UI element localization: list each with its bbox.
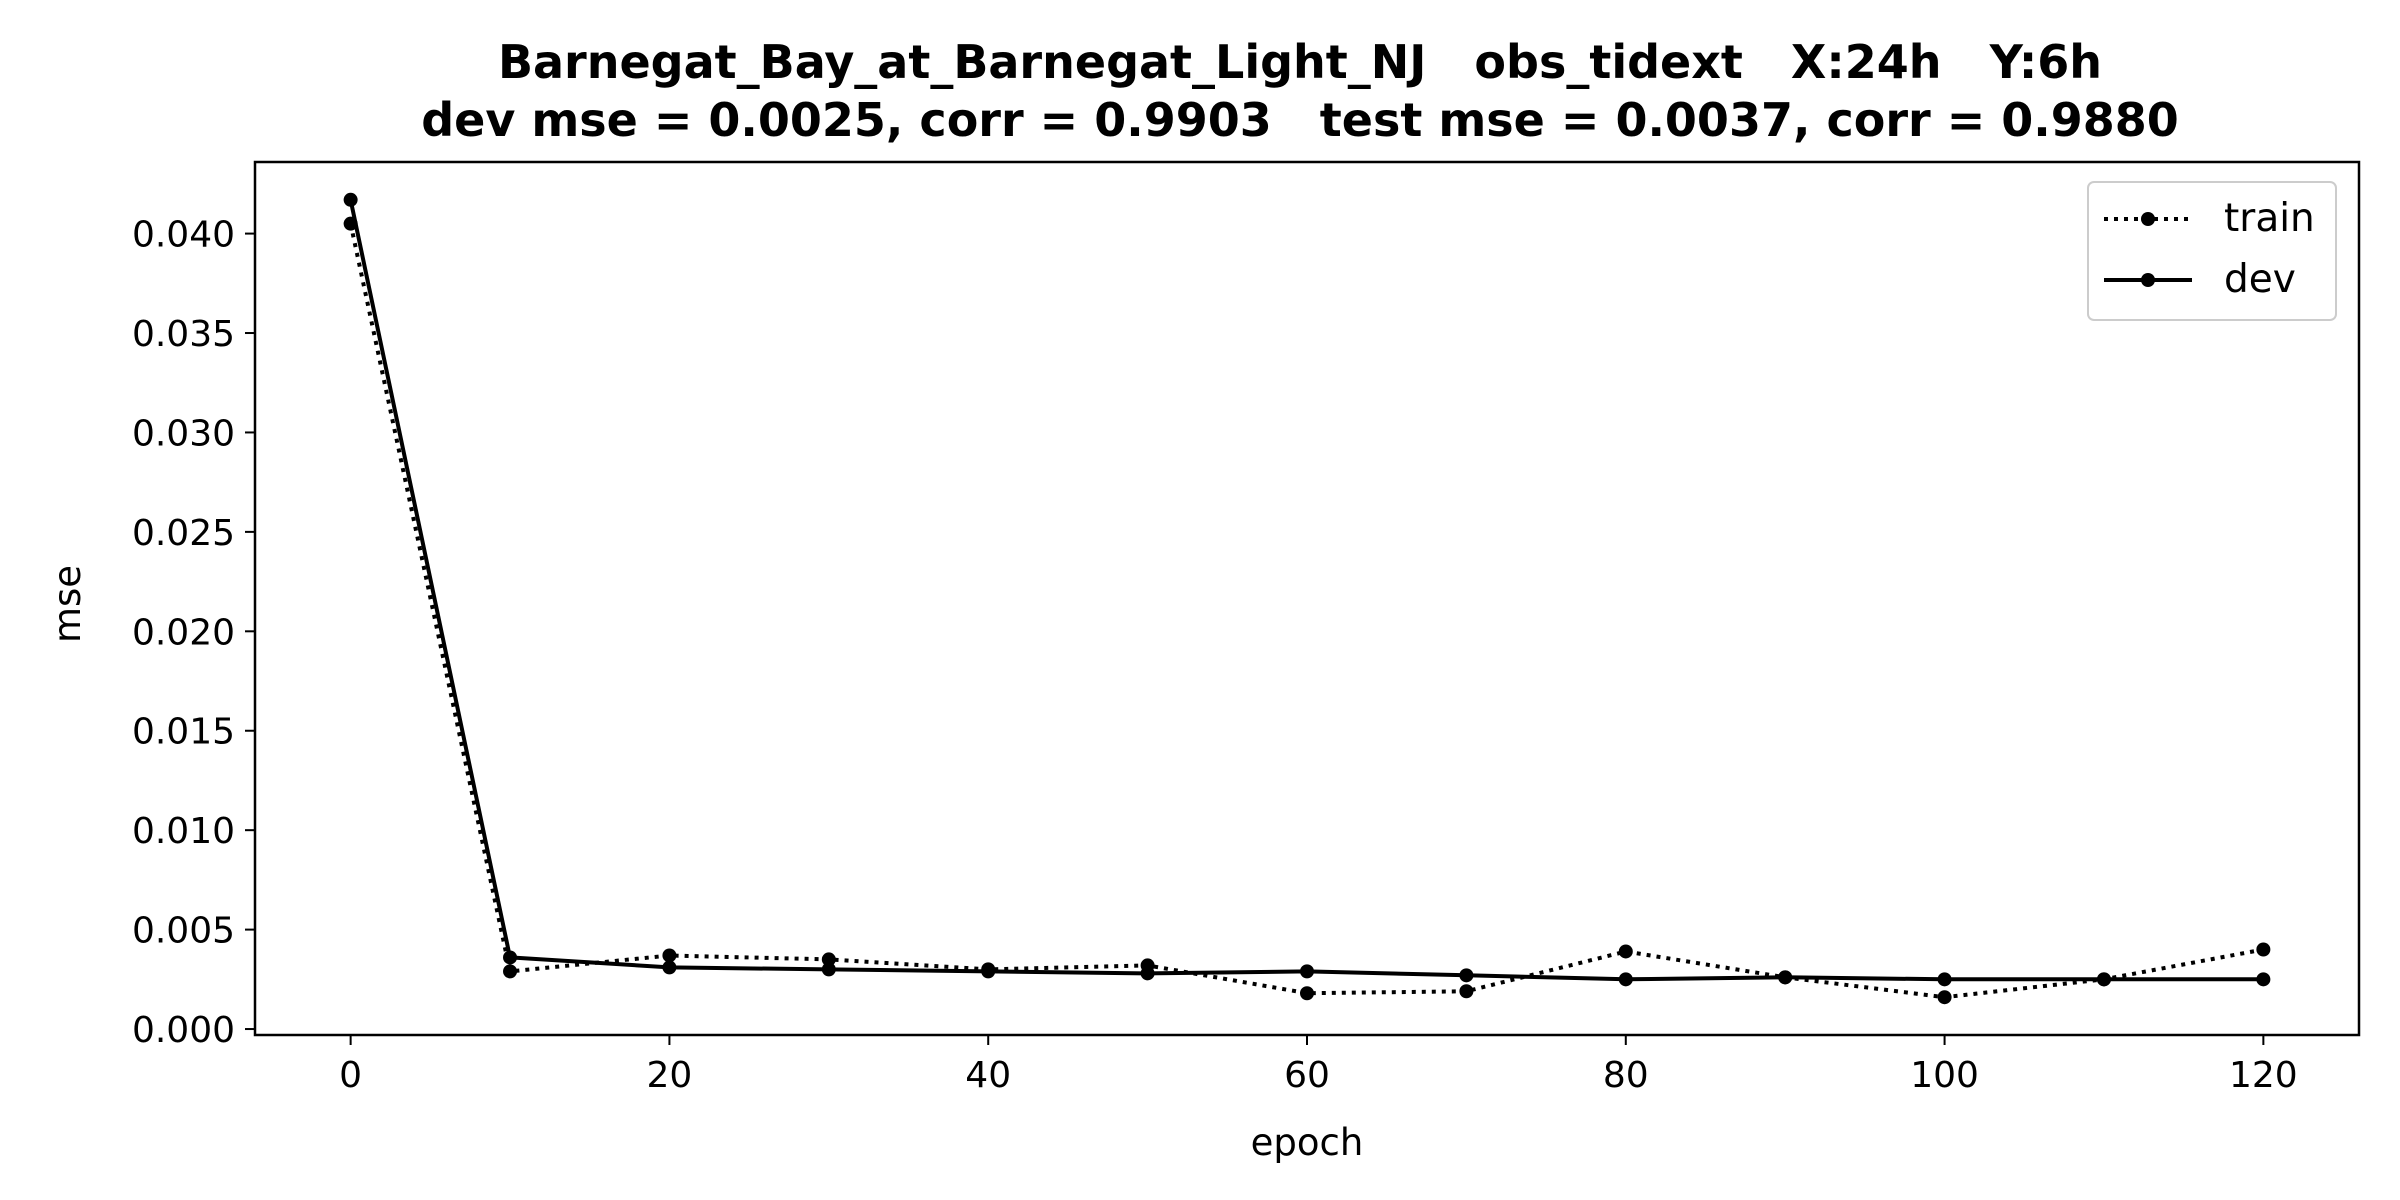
data-point-dev <box>662 960 677 975</box>
y-tick-label: 0.015 <box>132 712 235 753</box>
chart-subtitle: dev mse = 0.0025, corr = 0.9903 test mse… <box>421 93 2179 147</box>
y-axis-label: mse <box>46 565 89 643</box>
chart-title: Barnegat_Bay_at_Barnegat_Light_NJ obs_ti… <box>498 35 2102 89</box>
x-tick-label: 0 <box>339 1055 362 1096</box>
legend-train-label: train <box>2224 196 2315 241</box>
legend-train-marker <box>2141 212 2155 226</box>
y-tick-label: 0.000 <box>132 1010 235 1051</box>
y-tick-label: 0.035 <box>132 314 235 355</box>
x-tick-label: 60 <box>1284 1055 1330 1096</box>
y-tick-label: 0.010 <box>132 811 235 852</box>
data-point-train <box>1300 986 1314 1001</box>
data-point-train <box>821 952 836 967</box>
x-tick-label: 20 <box>647 1055 693 1096</box>
x-axis-label: epoch <box>1251 1121 1364 1164</box>
data-point-dev <box>821 962 836 977</box>
data-point-train <box>1459 984 1474 999</box>
plot-area <box>343 192 2271 1005</box>
data-point-dev <box>1618 972 1633 987</box>
data-point-dev <box>1937 972 1952 987</box>
data-point-dev <box>1140 966 1155 981</box>
data-point-dev <box>1778 970 1793 985</box>
y-axis: 0.000 0.005 0.010 0.015 0.020 0.025 0.030 0.035… <box>132 215 255 1051</box>
data-point-train <box>1618 944 1633 959</box>
data-point-train <box>662 948 677 963</box>
legend-dev-label: dev <box>2224 257 2296 302</box>
legend-entry-dev: dev <box>2104 257 2296 302</box>
y-tick-label: 0.040 <box>132 215 235 256</box>
x-axis: 0 20 40 60 80 100 120 <box>339 1035 2298 1096</box>
data-point-dev <box>1300 964 1314 979</box>
x-tick-label: 40 <box>965 1055 1011 1096</box>
data-point-dev <box>981 964 996 979</box>
data-point-dev <box>2096 972 2111 987</box>
data-point-dev <box>1459 968 1474 983</box>
data-point-train <box>503 964 518 979</box>
data-point-train <box>2256 942 2271 957</box>
data-point-dev <box>503 950 518 965</box>
y-tick-label: 0.020 <box>132 612 235 653</box>
legend-dev-marker <box>2141 273 2155 287</box>
x-tick-label: 80 <box>1603 1055 1649 1096</box>
y-tick-label: 0.005 <box>132 911 235 952</box>
data-point-train <box>1937 990 1952 1005</box>
legend: train dev <box>2087 181 2337 321</box>
y-tick-label: 0.025 <box>132 513 235 554</box>
data-point-dev <box>343 192 358 207</box>
x-tick-label: 120 <box>2229 1055 2298 1096</box>
y-tick-label: 0.030 <box>132 413 235 454</box>
legend-entry-train: train <box>2104 196 2315 241</box>
data-point-dev <box>2256 972 2271 987</box>
x-tick-label: 100 <box>1910 1055 1979 1096</box>
